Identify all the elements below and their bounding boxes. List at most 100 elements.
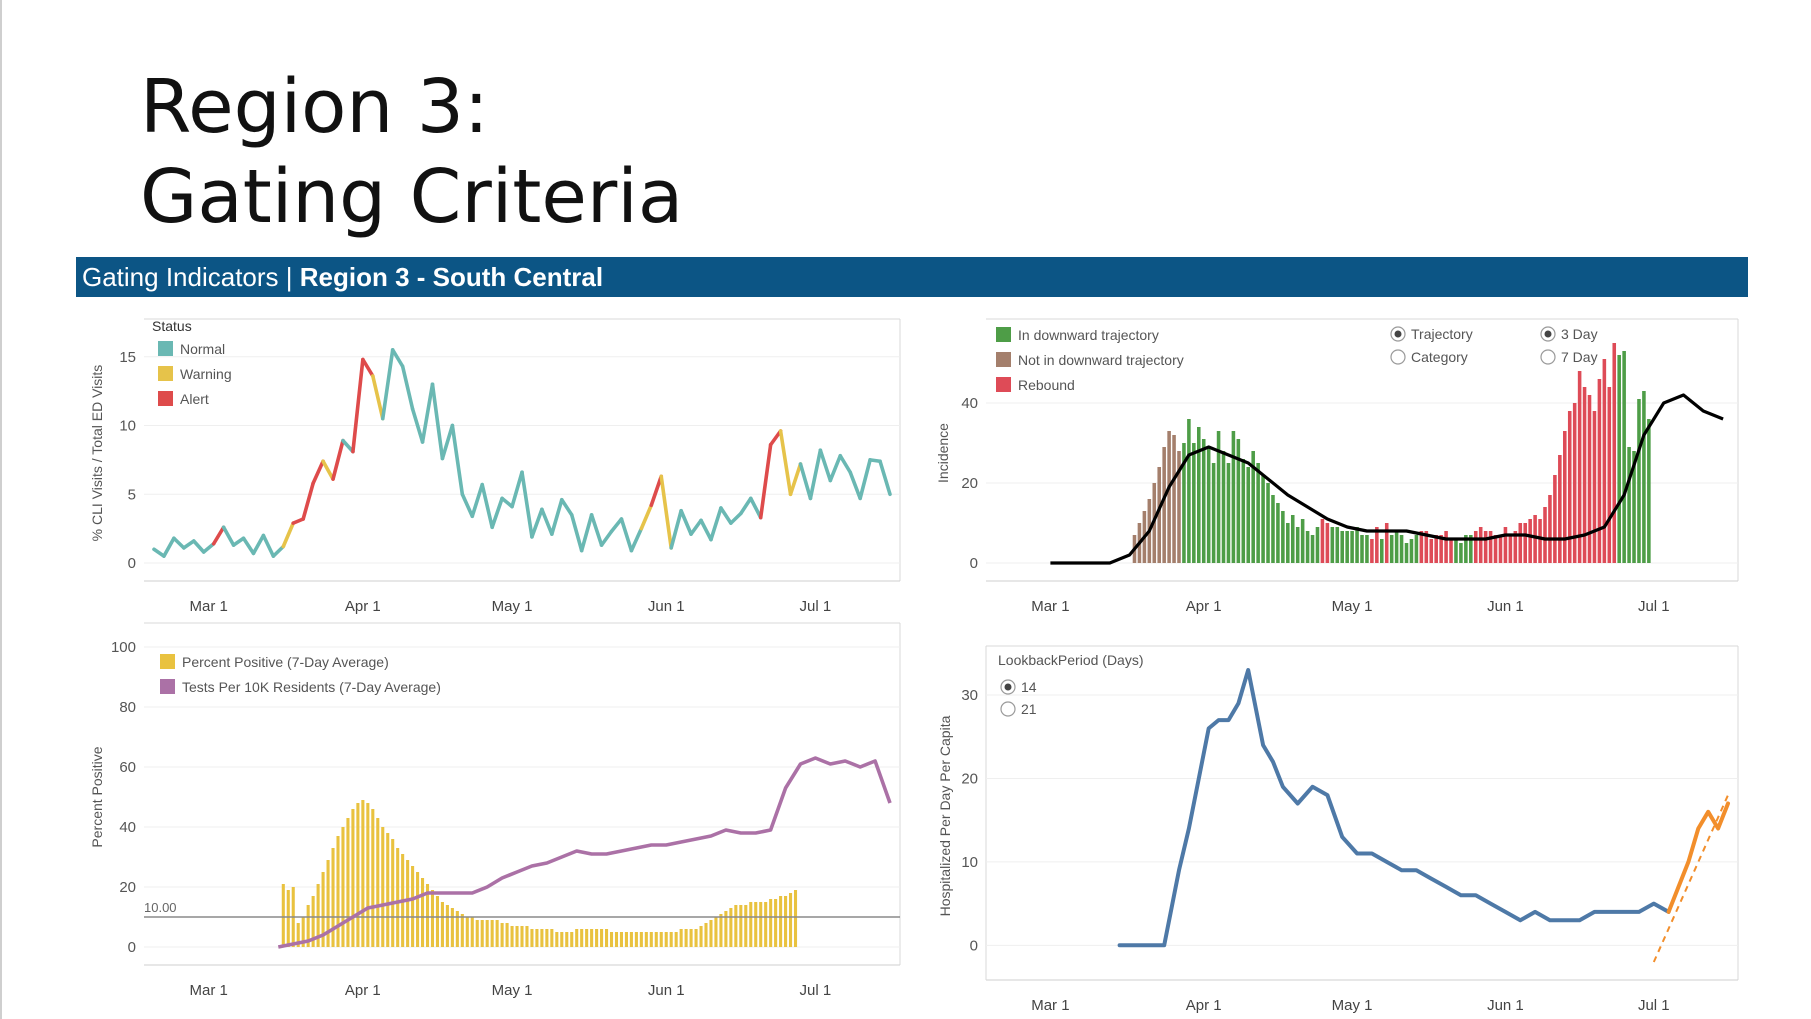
percent-positive-bar (694, 929, 698, 947)
legend-swatch (996, 352, 1011, 367)
percent-positive-bar (734, 905, 738, 947)
percent-positive-bar (644, 932, 648, 947)
incidence-bar (1582, 387, 1587, 563)
percent-positive-bar (609, 932, 614, 947)
radio-label: Category (1411, 349, 1468, 365)
cli-line-segment (669, 508, 683, 550)
percent-positive-bar (744, 905, 748, 947)
percent-positive-bar (769, 899, 773, 947)
seven-day-radio[interactable]: 7 Day (1540, 349, 1598, 365)
percent-positive-bar (445, 905, 449, 947)
incidence-bar (1360, 535, 1364, 563)
incidence-bar (1518, 523, 1523, 563)
y-tick-label: 80 (119, 699, 136, 716)
cli-line-segment (182, 539, 196, 550)
cli-line-segment (301, 481, 315, 521)
incidence-bar (1380, 539, 1384, 563)
y-tick-label: 60 (119, 759, 136, 776)
cli-line-segment (739, 496, 753, 516)
incidence-bar (1563, 431, 1567, 563)
cli-line-segment (689, 518, 703, 536)
legend-label: Not in downward trajectory (1018, 352, 1184, 368)
percent-positive-bar (515, 926, 519, 947)
incidence-bar (1597, 379, 1602, 563)
radio-circle-icon[interactable] (1390, 349, 1406, 365)
legend-label: Alert (180, 391, 209, 407)
incidence-bar (1197, 427, 1201, 563)
y-axis-label: Incidence (935, 423, 951, 483)
incidence-bar (1177, 451, 1181, 563)
percent-positive-bar (425, 884, 430, 947)
incidence-bar (1617, 355, 1621, 563)
percent-positive-bar (450, 908, 454, 947)
x-tick-label: Mar 1 (1031, 997, 1069, 1014)
cli-line-segment (201, 541, 216, 554)
cli-line-segment (540, 507, 554, 536)
incidence-bar (1637, 399, 1641, 563)
percent-positive-bar (495, 920, 499, 947)
cli-line-segment (460, 492, 475, 519)
cli-line-segment (311, 459, 325, 486)
radio-label: 14 (1021, 679, 1037, 695)
incidence-bar (1246, 467, 1251, 563)
percent-positive-bar (396, 848, 400, 947)
percent-positive-bar (709, 920, 713, 947)
cli-line-segment (430, 382, 445, 461)
incidence-bar (1587, 395, 1592, 563)
incidence-bar (1370, 539, 1374, 563)
incidence-bar (1310, 535, 1315, 563)
incidence-bar (1508, 535, 1513, 563)
incidence-chart: 0 20 40 Mar 1 Apr 1 May 1 Jun 1 Jul 1 Incidence I… (935, 318, 1739, 615)
cli-line-segment (321, 459, 335, 481)
cli-line-segment (380, 348, 395, 421)
x-tick-label: Mar 1 (190, 598, 228, 615)
legend-swatch (160, 654, 175, 669)
cli-line-segment (371, 374, 385, 421)
percent-positive-bar (639, 932, 643, 947)
incidence-bar (1394, 531, 1399, 563)
cli-line-segment (261, 533, 276, 558)
incidence-bar (1473, 531, 1478, 563)
percent-positive-bar (624, 932, 628, 947)
percent-positive-bar (525, 926, 529, 947)
percent-positive-bar (341, 827, 345, 947)
three-day-radio[interactable]: 3 Day (1540, 326, 1598, 342)
cli-visits-chart: 0 5 10 15 Mar 1 Apr 1 May 1 Jun 1 Jul 1 % CLI Vis… (89, 318, 901, 615)
percent-positive-bar (793, 890, 798, 947)
radio-circle-icon[interactable] (1000, 701, 1016, 717)
percent-positive-bar (764, 902, 768, 947)
x-tick-label: Apr 1 (1186, 997, 1222, 1014)
dashboard-banner: Gating Indicators | Region 3 - South Cen… (76, 257, 1748, 297)
radio-circle-icon[interactable] (1540, 349, 1556, 365)
lookback-14-radio[interactable]: 14 (1000, 679, 1037, 695)
cli-line-segment (679, 508, 693, 536)
percent-positive-bar (430, 890, 435, 947)
percent-positive-bar (545, 929, 549, 947)
slide-title-line1: Region 3: (140, 64, 489, 150)
percent-positive-bar (664, 932, 668, 947)
cli-line-segment (172, 536, 186, 550)
y-tick-label: 100 (111, 639, 136, 656)
trajectory-radio[interactable]: Trajectory (1390, 326, 1473, 342)
lookback-21-radio[interactable]: 21 (1000, 701, 1037, 717)
percent-positive-bar (729, 908, 733, 947)
percent-positive-bar (485, 920, 489, 947)
radio-label: Trajectory (1411, 326, 1473, 342)
percent-positive-bar (386, 833, 390, 947)
percent-positive-bar (346, 818, 350, 947)
incidence-bar (1622, 351, 1626, 563)
percent-positive-bar (440, 902, 444, 947)
slide-title-line2: Gating Criteria (140, 154, 684, 240)
percent-positive-bar (689, 929, 693, 947)
incidence-bar (1251, 451, 1255, 563)
hospitalized-projection-line (1666, 801, 1730, 914)
cli-line-segment (609, 517, 624, 534)
percent-positive-bar (336, 836, 340, 947)
cli-line-segment (569, 513, 584, 553)
cli-line-segment (490, 496, 504, 530)
percent-positive-bar (520, 926, 524, 947)
cli-line-segment (162, 536, 176, 558)
category-radio[interactable]: Category (1390, 349, 1468, 365)
y-tick-label: 10 (961, 854, 978, 871)
incidence-bar (1187, 419, 1191, 563)
